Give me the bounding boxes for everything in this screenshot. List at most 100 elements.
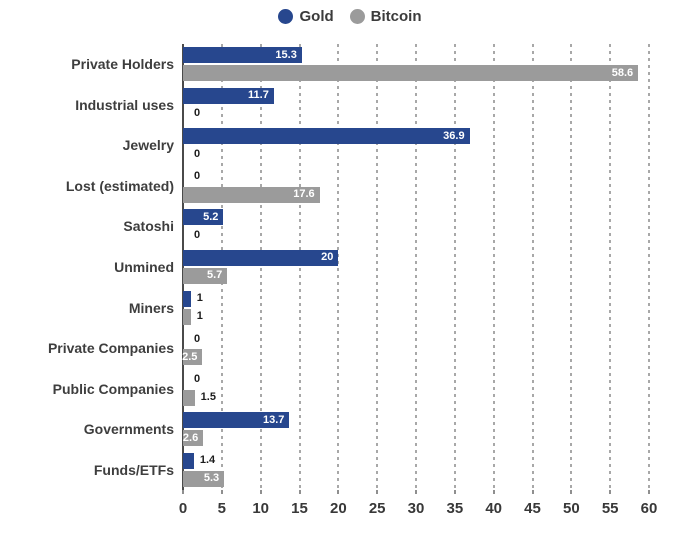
legend-gold-dot-icon (278, 9, 294, 24)
bar-value-label: 1.5 (200, 391, 216, 404)
category-label: Miners (128, 299, 174, 316)
category-group: Governments 13.7 2.6 (84, 409, 649, 450)
category-group: Unmined 20 5.7 (114, 247, 649, 288)
bar-value-label: 0 (194, 107, 201, 120)
category-label: Unmined (114, 258, 174, 275)
bar-value-label: 5.3 (203, 472, 220, 485)
bar-value-label: 11.7 (248, 89, 269, 102)
bar-value-label: 5.2 (203, 210, 219, 223)
bar-value-label: 1.4 (199, 454, 216, 467)
x-tick-label: 20 (329, 500, 347, 517)
bar-bitcoin (183, 227, 188, 243)
x-tick-label: 25 (368, 500, 386, 517)
category-label: Public Companies (52, 380, 174, 397)
x-tick-label: 30 (407, 500, 425, 517)
x-tick-mark (182, 490, 184, 494)
bar-value-label: 0 (194, 332, 201, 345)
gridline (298, 44, 301, 490)
x-tick-mark (531, 490, 534, 494)
x-tick-label: 55 (601, 500, 619, 517)
bar-row-bitcoin: 58.6 (183, 65, 649, 82)
x-tick-mark (220, 490, 223, 494)
category-group: Private Holders 15.3 58.6 (71, 44, 649, 85)
legend-label: Gold (299, 8, 334, 25)
bar-value-label: 0 (194, 170, 201, 183)
x-tick-mark (453, 490, 456, 494)
bar-bitcoin: 5.7 (183, 267, 228, 284)
bar-gold (183, 372, 188, 388)
bar-row-bitcoin: 0 (183, 146, 649, 162)
x-tick-mark (609, 490, 612, 494)
bar-row-bitcoin: 1 (183, 308, 649, 325)
bar-value-label: 0 (194, 147, 201, 160)
bar-gold: 11.7 (183, 87, 274, 104)
gridline (220, 44, 223, 490)
category-label: Lost (estimated) (65, 177, 174, 194)
x-tick-label: 35 (446, 500, 464, 517)
x-axis: 0 5 10 15 20 25 30 35 40 45 50 55 60 (179, 500, 658, 520)
bar-value-label: 36.9 (443, 129, 465, 142)
bar-value-label: 13.7 (262, 413, 285, 426)
bar-gold: 36.9 (183, 128, 470, 145)
bar-row-gold: 0 (183, 331, 649, 347)
category-label: Private Companies (47, 340, 174, 357)
x-tick-mark (415, 490, 417, 494)
bar-row-bitcoin: 2.5 (182, 349, 649, 366)
bar-value-label: 5.7 (206, 269, 223, 282)
legend-item-bitcoin: Bitcoin (349, 8, 422, 25)
x-tick-label: 10 (252, 500, 269, 517)
bar-bitcoin (183, 308, 191, 325)
bar-row-bitcoin: 0 (183, 227, 649, 243)
legend-bitcoin-dot-icon (349, 9, 365, 24)
bar-gold (183, 452, 194, 469)
bar-value-label: 58.6 (611, 66, 634, 79)
gridline (531, 44, 534, 490)
category-group: Funds/ETFs 1.4 5.3 (94, 449, 649, 490)
category-group: Miners 1 1 (129, 287, 649, 328)
bar-row-gold: 5.2 (183, 209, 649, 226)
bar-row-bitcoin: 0 (183, 106, 649, 122)
bar-row-bitcoin: 2.6 (182, 430, 649, 447)
bar-value-label: 20 (321, 251, 334, 264)
bar-row-gold: 20 (183, 249, 649, 266)
bar-row-gold: 11.7 (183, 87, 649, 104)
plot-area: Private Holders 15.3 58.6 Industrial uses 11… (48, 44, 650, 494)
x-tick-mark (376, 490, 379, 494)
legend-label: Bitcoin (370, 8, 422, 25)
bar-value-label: 0 (194, 228, 201, 241)
bar-row-gold: 0 (183, 169, 649, 185)
x-tick-label: 0 (178, 500, 188, 517)
bar-value-label: 15.3 (275, 48, 297, 61)
category-label: Private Holders (71, 56, 174, 73)
bar-value-label: 2.6 (182, 431, 199, 444)
bar-bitcoin (183, 146, 188, 162)
bar-bitcoin (183, 106, 188, 122)
bar-bitcoin: 17.6 (183, 186, 320, 203)
bar-row-bitcoin: 1.5 (183, 389, 649, 406)
bar-value-label: 17.6 (293, 188, 315, 201)
bar-bitcoin: 2.6 (182, 430, 204, 447)
x-tick-label: 15 (291, 500, 308, 517)
legend-item-gold: Gold (278, 8, 334, 25)
gridline (453, 44, 456, 490)
x-tick-mark (648, 490, 650, 494)
bar-value-label: 1 (196, 292, 203, 305)
gridline (337, 44, 340, 490)
gridline (492, 44, 495, 490)
bar-row-bitcoin: 5.7 (183, 267, 649, 284)
bar-value-label: 0 (194, 373, 201, 386)
bar-bitcoin: 2.5 (182, 349, 203, 366)
gridline (648, 44, 650, 490)
bar-row-gold: 36.9 (183, 128, 649, 145)
gridline (415, 44, 417, 490)
bar-gold (183, 331, 188, 347)
bar-gold (183, 290, 191, 307)
bar-bitcoin: 5.3 (183, 470, 225, 487)
x-tick-label: 40 (485, 500, 502, 517)
bar-row-gold: 13.7 (183, 412, 649, 429)
category-group: Lost (estimated) 0 17.6 (66, 166, 649, 207)
bar-gold: 5.2 (183, 209, 224, 226)
category-label: Funds/ETFs (93, 461, 174, 478)
category-label: Industrial uses (75, 96, 174, 113)
